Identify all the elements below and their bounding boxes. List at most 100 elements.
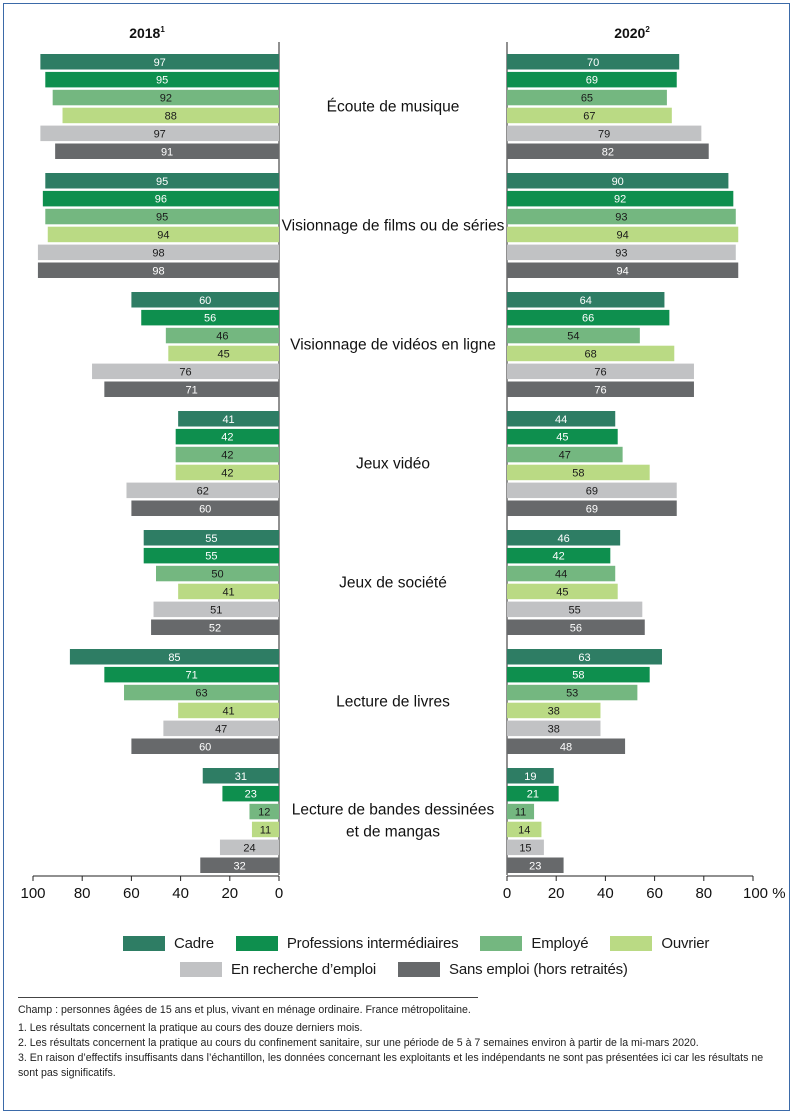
left-x-tick-label: 60 (123, 885, 140, 902)
bar-2020-employe-5 (507, 684, 638, 701)
bar-label-2018: 46 (216, 331, 228, 343)
bar-2018-ouvrier-6 (251, 821, 279, 838)
bar-label-2018: 41 (222, 705, 234, 717)
bar-2018-sans-emploi-hors-retraites-6 (200, 857, 279, 873)
bar-label-2020: 68 (585, 348, 597, 360)
bar-2020-cadre-5 (507, 649, 662, 665)
category-label: Lecture de bandes dessinées (292, 802, 495, 819)
bar-label-2020: 44 (555, 414, 567, 426)
bar-label-2020: 55 (569, 604, 581, 616)
notes-divider (18, 997, 478, 998)
bar-2020-en-recherche-d-emploi-2 (507, 363, 694, 380)
bar-label-2018: 88 (165, 110, 177, 122)
legend-label: Sans emploi (hors retraités) (449, 961, 628, 978)
bar-2020-sans-emploi-hors-retraites-2 (507, 381, 694, 397)
bar-label-2020: 19 (524, 771, 536, 783)
bar-label-2020: 70 (587, 57, 599, 69)
bar-label-2018: 63 (195, 688, 207, 700)
bar-2020-en-recherche-d-emploi-3 (507, 482, 677, 499)
bar-2018-en-recherche-d-emploi-4 (153, 601, 279, 618)
bar-2020-en-recherche-d-emploi-0 (507, 125, 702, 142)
right-x-tick-label: 0 (503, 885, 511, 902)
bar-label-2018: 97 (154, 128, 166, 140)
bar-2018-employe-2 (165, 327, 279, 344)
bar-label-2018: 42 (221, 450, 233, 462)
bar-label-2018: 42 (221, 432, 233, 444)
bar-label-2018: 97 (154, 57, 166, 69)
bar-2020-professions-intermediaires-1 (507, 190, 734, 207)
bar-label-2018: 52 (209, 622, 221, 634)
bar-label-2018: 71 (186, 384, 198, 396)
bar-label-2018: 76 (179, 366, 191, 378)
bar-label-2020: 65 (581, 93, 593, 105)
bar-label-2020: 11 (515, 807, 526, 819)
legend-swatch (180, 962, 222, 977)
bar-label-2020: 42 (553, 551, 565, 563)
bar-2018-professions-intermediaires-1 (42, 190, 280, 207)
bar-label-2018: 60 (199, 503, 211, 515)
bar-label-2018: 45 (218, 348, 230, 360)
bar-2020-ouvrier-1 (507, 226, 739, 243)
notes: Champ : personnes âgées de 15 ans et plu… (18, 997, 780, 1081)
bar-label-2018: 42 (221, 467, 233, 479)
bar-2018-sans-emploi-hors-retraites-0 (55, 143, 279, 159)
bar-2020-en-recherche-d-emploi-6 (507, 839, 544, 856)
bar-2020-sans-emploi-hors-retraites-4 (507, 619, 645, 635)
panel-title-2020: 20202 (614, 25, 650, 41)
legend-item: Cadre (123, 935, 214, 952)
bar-label-2020: 93 (615, 212, 627, 224)
bar-2020-sans-emploi-hors-retraites-1 (507, 262, 739, 278)
left-x-tick-label: 20 (221, 885, 238, 902)
category-label: Jeux vidéo (356, 456, 430, 473)
note-champ: Champ : personnes âgées de 15 ans et plu… (18, 1004, 471, 1016)
bar-label-2020: 69 (586, 75, 598, 87)
bar-2020-en-recherche-d-emploi-4 (507, 601, 643, 618)
bar-label-2020: 23 (529, 860, 541, 872)
legend-item: En recherche d’emploi (180, 961, 376, 978)
bar-label-2020: 94 (616, 265, 628, 277)
bar-label-2018: 41 (222, 414, 234, 426)
bar-2018-cadre-4 (143, 530, 279, 546)
right-x-tick-label: 40 (597, 885, 614, 902)
bar-label-2018: 50 (211, 569, 223, 581)
category-label: et de mangas (346, 824, 440, 841)
bar-label-2020: 38 (548, 723, 560, 735)
bar-label-2020: 21 (527, 789, 539, 801)
bar-label-2020: 14 (518, 824, 530, 836)
legend-label: Ouvrier (661, 935, 710, 952)
bar-label-2018: 12 (258, 807, 270, 819)
bar-label-2020: 66 (582, 313, 594, 325)
bar-2018-en-recherche-d-emploi-3 (126, 482, 279, 499)
left-x-tick-label: 40 (172, 885, 189, 902)
bar-label-2020: 48 (560, 741, 572, 753)
legend-label: Employé (531, 935, 589, 952)
bar-2018-employe-4 (156, 565, 279, 582)
bar-2018-cadre-6 (202, 768, 279, 784)
bar-2020-employe-3 (507, 446, 623, 463)
bar-label-2020: 67 (583, 110, 595, 122)
bar-2018-ouvrier-5 (178, 702, 279, 719)
bar-2018-employe-3 (175, 446, 279, 463)
legend-swatch (235, 936, 278, 951)
bar-label-2018: 23 (245, 789, 257, 801)
bar-2020-employe-6 (507, 803, 535, 820)
bar-2018-sans-emploi-hors-retraites-2 (104, 381, 279, 397)
bar-2020-professions-intermediaires-5 (507, 666, 650, 683)
bar-2018-sans-emploi-hors-retraites-4 (151, 619, 279, 635)
note-2: 2. Les résultats concernent la pratique … (18, 1037, 699, 1049)
bar-2020-professions-intermediaires-0 (507, 71, 677, 88)
bar-2018-en-recherche-d-emploi-2 (92, 363, 279, 380)
bar-2018-employe-6 (249, 803, 279, 820)
bar-2018-ouvrier-4 (178, 583, 279, 600)
legend-swatch (480, 936, 523, 951)
bar-label-2020: 38 (548, 705, 560, 717)
bar-label-2018: 56 (204, 313, 216, 325)
bar-2018-en-recherche-d-emploi-5 (163, 720, 279, 737)
legend-item: Sans emploi (hors retraités) (398, 961, 628, 978)
bar-2020-sans-emploi-hors-retraites-6 (507, 857, 564, 873)
bar-label-2020: 90 (612, 176, 624, 188)
legend: Cadre Professions intermédiaires Employé Ou… (0, 925, 795, 985)
bar-2020-professions-intermediaires-6 (507, 785, 559, 802)
bar-label-2020: 69 (586, 503, 598, 515)
bar-label-2020: 76 (594, 384, 606, 396)
